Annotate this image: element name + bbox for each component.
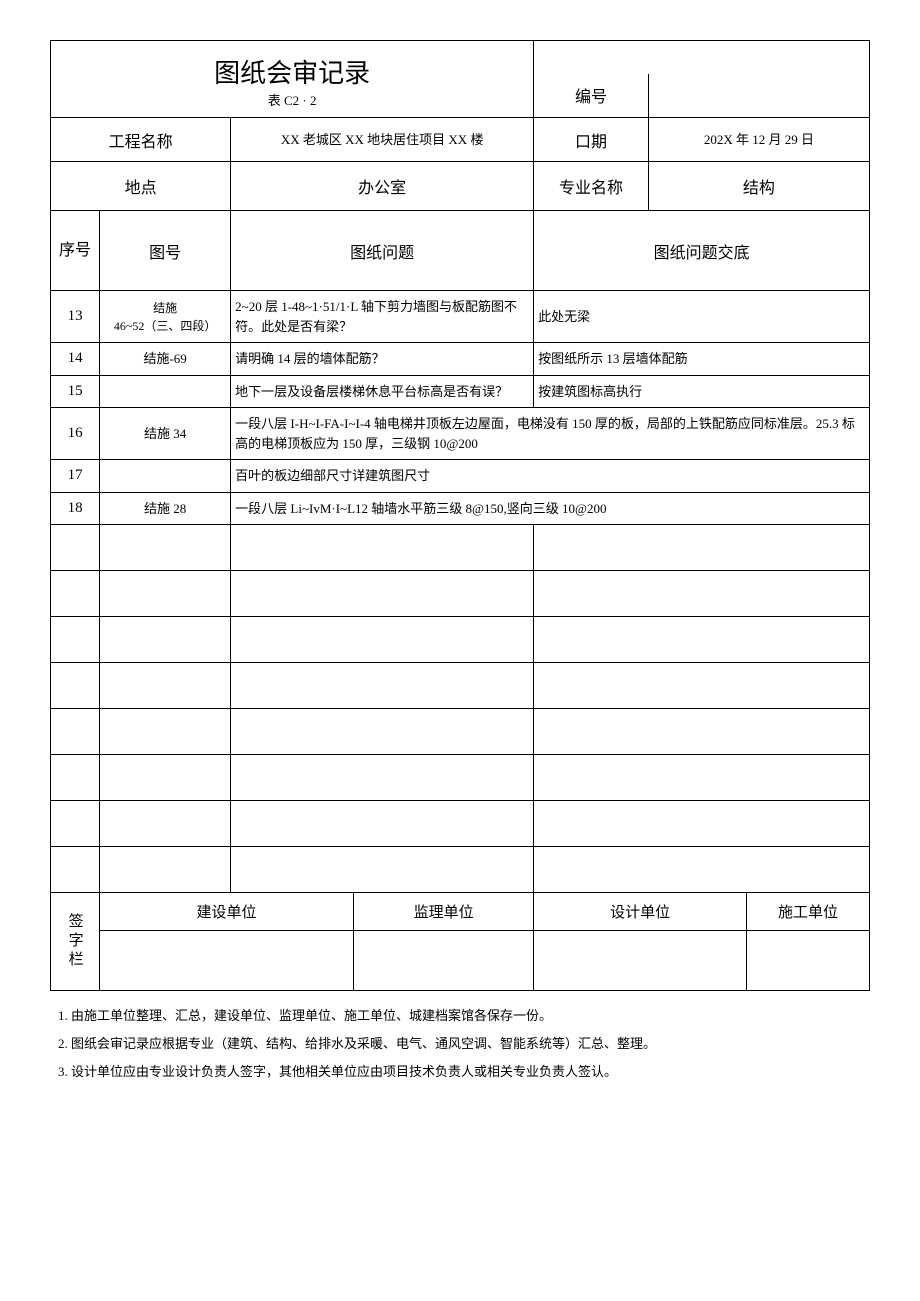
- specialty-label: 专业名称: [534, 162, 649, 211]
- date-value: 202X 年 12 月 29 日: [648, 118, 869, 162]
- row-seq: 15: [51, 375, 100, 408]
- row-drawing-no: 结施 46~52（三、四段）: [100, 291, 231, 343]
- blank-top-right: [534, 41, 870, 74]
- row-resolution: 按建筑图标高执行: [534, 375, 870, 408]
- row-issue: 地下一层及设备层楼梯休息平台标高是否有误？: [231, 375, 534, 408]
- col-seq: 序号: [51, 211, 100, 291]
- specialty-value: 结构: [648, 162, 869, 211]
- row-drawing-no: [100, 460, 231, 493]
- footnotes: 1. 由施工单位整理、汇总，建设单位、监理单位、施工单位、城建档案馆各保存一份。…: [50, 1003, 870, 1085]
- row-drawing-no: 结施 28: [100, 492, 231, 525]
- col-resolution: 图纸问题交底: [534, 211, 870, 291]
- row-issue: 请明确 14 层的墙体配筋？: [231, 343, 534, 376]
- empty-row: [51, 571, 870, 617]
- project-label: 工程名称: [51, 118, 231, 162]
- date-label: 口期: [534, 118, 649, 162]
- col-drawing-no: 图号: [100, 211, 231, 291]
- row-drawing-no: [100, 375, 231, 408]
- row-issue: 2~20 层 1-48~1·51/1·L 轴下剪力墙图与板配筋图不符。此处是否有…: [231, 291, 534, 343]
- document-subtitle: 表 C2 · 2: [57, 90, 527, 113]
- empty-row: [51, 525, 870, 571]
- sign-col-design: 设计单位: [534, 893, 747, 931]
- empty-row: [51, 663, 870, 709]
- note-item: 2. 图纸会审记录应根据专业（建筑、结构、给排水及采暖、电气、通风空调、智能系统…: [58, 1031, 870, 1057]
- row-resolution: 此处无梁: [534, 291, 870, 343]
- row-drawing-no: 结施-69: [100, 343, 231, 376]
- signature-label: 签字栏: [51, 893, 100, 991]
- row-seq: 18: [51, 492, 100, 525]
- sign-blank: [100, 931, 354, 991]
- empty-row: [51, 617, 870, 663]
- document-title: 图纸会审记录: [57, 45, 527, 90]
- location-value: 办公室: [231, 162, 534, 211]
- bianhao-label: 编号: [534, 74, 649, 118]
- bianhao-value: [648, 74, 869, 118]
- row-seq: 14: [51, 343, 100, 376]
- row-issue-full: 一段八层 Li~IvM·I~L12 轴墙水平筋三级 8@150,竖向三级 10@…: [231, 492, 870, 525]
- sign-col-supervision: 监理单位: [354, 893, 534, 931]
- sign-col-contractor: 施工单位: [747, 893, 870, 931]
- row-seq: 17: [51, 460, 100, 493]
- empty-row: [51, 801, 870, 847]
- row-drawing-no: 结施 34: [100, 408, 231, 460]
- review-record-table: 图纸会审记录 表 C2 · 2 编号 工程名称 XX 老城区 XX 地块居住项目…: [50, 40, 870, 991]
- project-value: XX 老城区 XX 地块居住项目 XX 楼: [231, 118, 534, 162]
- empty-row: [51, 847, 870, 893]
- title-cell: 图纸会审记录 表 C2 · 2: [51, 41, 534, 118]
- sign-blank: [534, 931, 747, 991]
- sign-blank: [354, 931, 534, 991]
- col-issue: 图纸问题: [231, 211, 534, 291]
- row-issue-full: 百叶的板边细部尺寸详建筑图尺寸: [231, 460, 870, 493]
- sign-col-construction: 建设单位: [100, 893, 354, 931]
- empty-row: [51, 755, 870, 801]
- location-label: 地点: [51, 162, 231, 211]
- row-seq: 16: [51, 408, 100, 460]
- sign-blank: [747, 931, 870, 991]
- row-seq: 13: [51, 291, 100, 343]
- empty-row: [51, 709, 870, 755]
- row-resolution: 按图纸所示 13 层墙体配筋: [534, 343, 870, 376]
- note-item: 1. 由施工单位整理、汇总，建设单位、监理单位、施工单位、城建档案馆各保存一份。: [58, 1003, 870, 1029]
- note-item: 3. 设计单位应由专业设计负责人签字，其他相关单位应由项目技术负责人或相关专业负…: [58, 1059, 870, 1085]
- row-issue-full: 一段八层 I-H~I-FA-I~I-4 轴电梯井顶板左边屋面，电梯没有 150 …: [231, 408, 870, 460]
